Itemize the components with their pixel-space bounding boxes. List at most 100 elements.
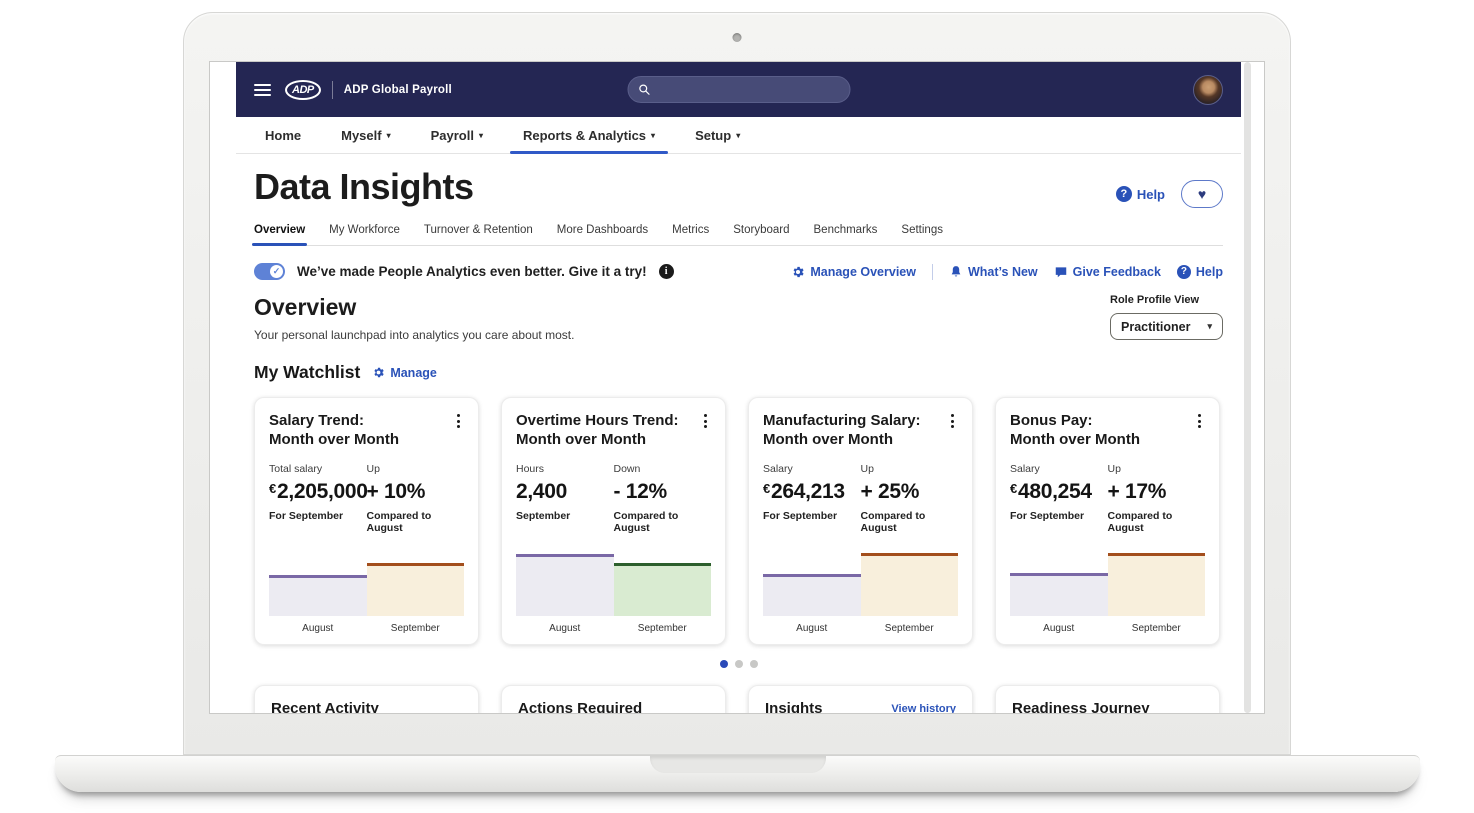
nav-item-payroll[interactable]: Payroll ▾	[418, 117, 496, 153]
question-circle-icon: ?	[1115, 186, 1132, 202]
watchlist-card-bonus-pay: Bonus Pay: Month over Month Salary €480,…	[995, 397, 1220, 646]
nav-label: Myself	[341, 127, 382, 143]
stat-caption: For September	[763, 510, 838, 523]
search-icon	[638, 84, 650, 95]
search-bar[interactable]	[627, 76, 850, 103]
nav-item-setup[interactable]: Setup ▾	[682, 117, 753, 153]
tab-overview[interactable]: Overview	[251, 224, 308, 246]
pagination-dot-1[interactable]	[719, 660, 728, 669]
watchlist-card-overtime-hours: Overtime Hours Trend: Month over Month H…	[501, 397, 726, 646]
bar-september	[366, 563, 464, 617]
role-profile-value: Practitioner	[1121, 319, 1191, 334]
kebab-menu-icon[interactable]	[1194, 411, 1205, 449]
help-label: Help	[1136, 186, 1165, 202]
chart-axis-labels: August September	[1043, 623, 1181, 635]
card-title: Insights	[765, 700, 823, 714]
overview-subtitle: Your personal launchpad into analytics y…	[254, 328, 575, 342]
kebab-menu-icon[interactable]	[453, 411, 464, 449]
card-title: Overtime Hours Trend: Month over Month	[516, 412, 679, 449]
banner-message: We’ve made People Analytics even better.…	[297, 264, 647, 279]
whats-new-link[interactable]: What’s New	[949, 265, 1038, 279]
main-navigation: Home Myself ▾ Payroll ▾ Reports & Analytic…	[236, 117, 1241, 154]
stat-caption: Compared to August	[613, 510, 679, 535]
recent-activity-card: Recent Activity	[254, 685, 479, 713]
gear-icon	[374, 367, 385, 378]
bar-august	[763, 574, 861, 617]
stat-label: Up	[366, 463, 380, 476]
stat-value: €480,254	[1010, 480, 1092, 504]
stat-label: Up	[1107, 463, 1121, 476]
role-profile-dropdown[interactable]: Practitioner ▾	[1110, 313, 1223, 340]
banner-help-link[interactable]: ? Help	[1176, 264, 1223, 279]
info-icon[interactable]: i	[658, 264, 674, 279]
people-analytics-toggle[interactable]: ✓	[254, 263, 285, 280]
stat-caption: For September	[269, 510, 344, 523]
stat-caption: September	[516, 510, 571, 523]
stat-label: Down	[613, 463, 641, 476]
nav-item-myself[interactable]: Myself ▾	[328, 117, 403, 153]
month-comparison-bar-chart	[763, 550, 958, 617]
month-comparison-bar-chart	[269, 550, 464, 617]
view-history-link[interactable]: View history	[891, 702, 956, 714]
give-feedback-label: Give Feedback	[1072, 264, 1161, 279]
tab-more-dashboards[interactable]: More Dashboards	[556, 224, 649, 236]
stat-label: Salary	[763, 463, 793, 476]
kebab-menu-icon[interactable]	[947, 411, 958, 449]
stat-value: + 10%	[366, 480, 426, 504]
watchlist-manage-link[interactable]: Manage	[372, 366, 437, 380]
bottom-widget-row: Recent Activity Actions Required Insight…	[254, 685, 1223, 714]
vertical-scrollbar[interactable]	[1244, 62, 1251, 713]
stat-value: + 17%	[1107, 480, 1167, 504]
user-avatar[interactable]	[1193, 74, 1223, 105]
laptop-screen: ADP ADP Global Payroll Home Myself ▾ Payr…	[209, 61, 1265, 714]
laptop-base	[55, 755, 1420, 792]
tab-benchmarks[interactable]: Benchmarks	[813, 224, 878, 236]
bell-icon	[951, 265, 961, 276]
chevron-down-icon: ▾	[736, 130, 741, 140]
tab-metrics[interactable]: Metrics	[672, 224, 710, 236]
stat-value: + 25%	[860, 480, 920, 504]
stat-label: Hours	[516, 463, 545, 476]
stat-caption: For September	[1010, 510, 1085, 523]
pagination-dot-2[interactable]	[734, 660, 743, 669]
stat-caption: Compared to August	[366, 510, 432, 535]
nav-label: Reports & Analytics	[522, 127, 647, 143]
tab-settings[interactable]: Settings	[901, 224, 943, 236]
kebab-menu-icon[interactable]	[700, 411, 711, 449]
favorite-button[interactable]: ♥	[1181, 180, 1223, 208]
bar-september	[1107, 553, 1205, 617]
tab-my-workforce[interactable]: My Workforce	[329, 224, 400, 236]
chevron-down-icon: ▾	[651, 130, 656, 140]
give-feedback-link[interactable]: Give Feedback	[1054, 265, 1161, 279]
top-app-bar: ADP ADP Global Payroll	[236, 62, 1241, 117]
tab-turnover-retention[interactable]: Turnover & Retention	[423, 224, 533, 236]
links-divider	[931, 263, 933, 280]
question-circle-icon: ?	[1176, 264, 1191, 279]
nav-item-home[interactable]: Home	[252, 117, 314, 153]
overview-heading: Overview	[254, 294, 357, 320]
manage-overview-link[interactable]: Manage Overview	[791, 265, 916, 279]
stat-value: - 12%	[613, 480, 668, 504]
page-content: Data Insights ? Help ♥ Overview My Workfo…	[236, 166, 1241, 714]
stat-label: Up	[860, 463, 874, 476]
stat-caption: Compared to August	[1107, 510, 1173, 535]
chevron-down-icon: ▾	[1207, 321, 1212, 331]
stat-value: 2,400	[516, 480, 568, 504]
adp-logo: ADP	[285, 79, 321, 100]
watchlist-card-manufacturing-salary: Manufacturing Salary: Month over Month S…	[748, 397, 973, 646]
tab-storyboard[interactable]: Storyboard	[733, 224, 790, 236]
insights-card: Insights View history	[748, 685, 973, 714]
help-link[interactable]: ? Help	[1115, 186, 1165, 202]
card-title: Bonus Pay: Month over Month	[1010, 412, 1140, 449]
search-input[interactable]	[656, 82, 840, 97]
laptop-bezel: ADP ADP Global Payroll Home Myself ▾ Payr…	[183, 12, 1291, 755]
stat-label: Salary	[1010, 463, 1040, 476]
nav-item-reports-analytics[interactable]: Reports & Analytics ▾	[509, 117, 669, 154]
card-title: Manufacturing Salary: Month over Month	[763, 412, 921, 449]
bar-august	[1010, 573, 1108, 617]
watchlist-manage-label: Manage	[390, 365, 437, 380]
nav-label: Payroll	[430, 127, 474, 143]
hamburger-menu-icon[interactable]	[254, 83, 271, 96]
card-title: Readiness Journey	[1012, 700, 1150, 714]
pagination-dot-3[interactable]	[749, 660, 758, 669]
